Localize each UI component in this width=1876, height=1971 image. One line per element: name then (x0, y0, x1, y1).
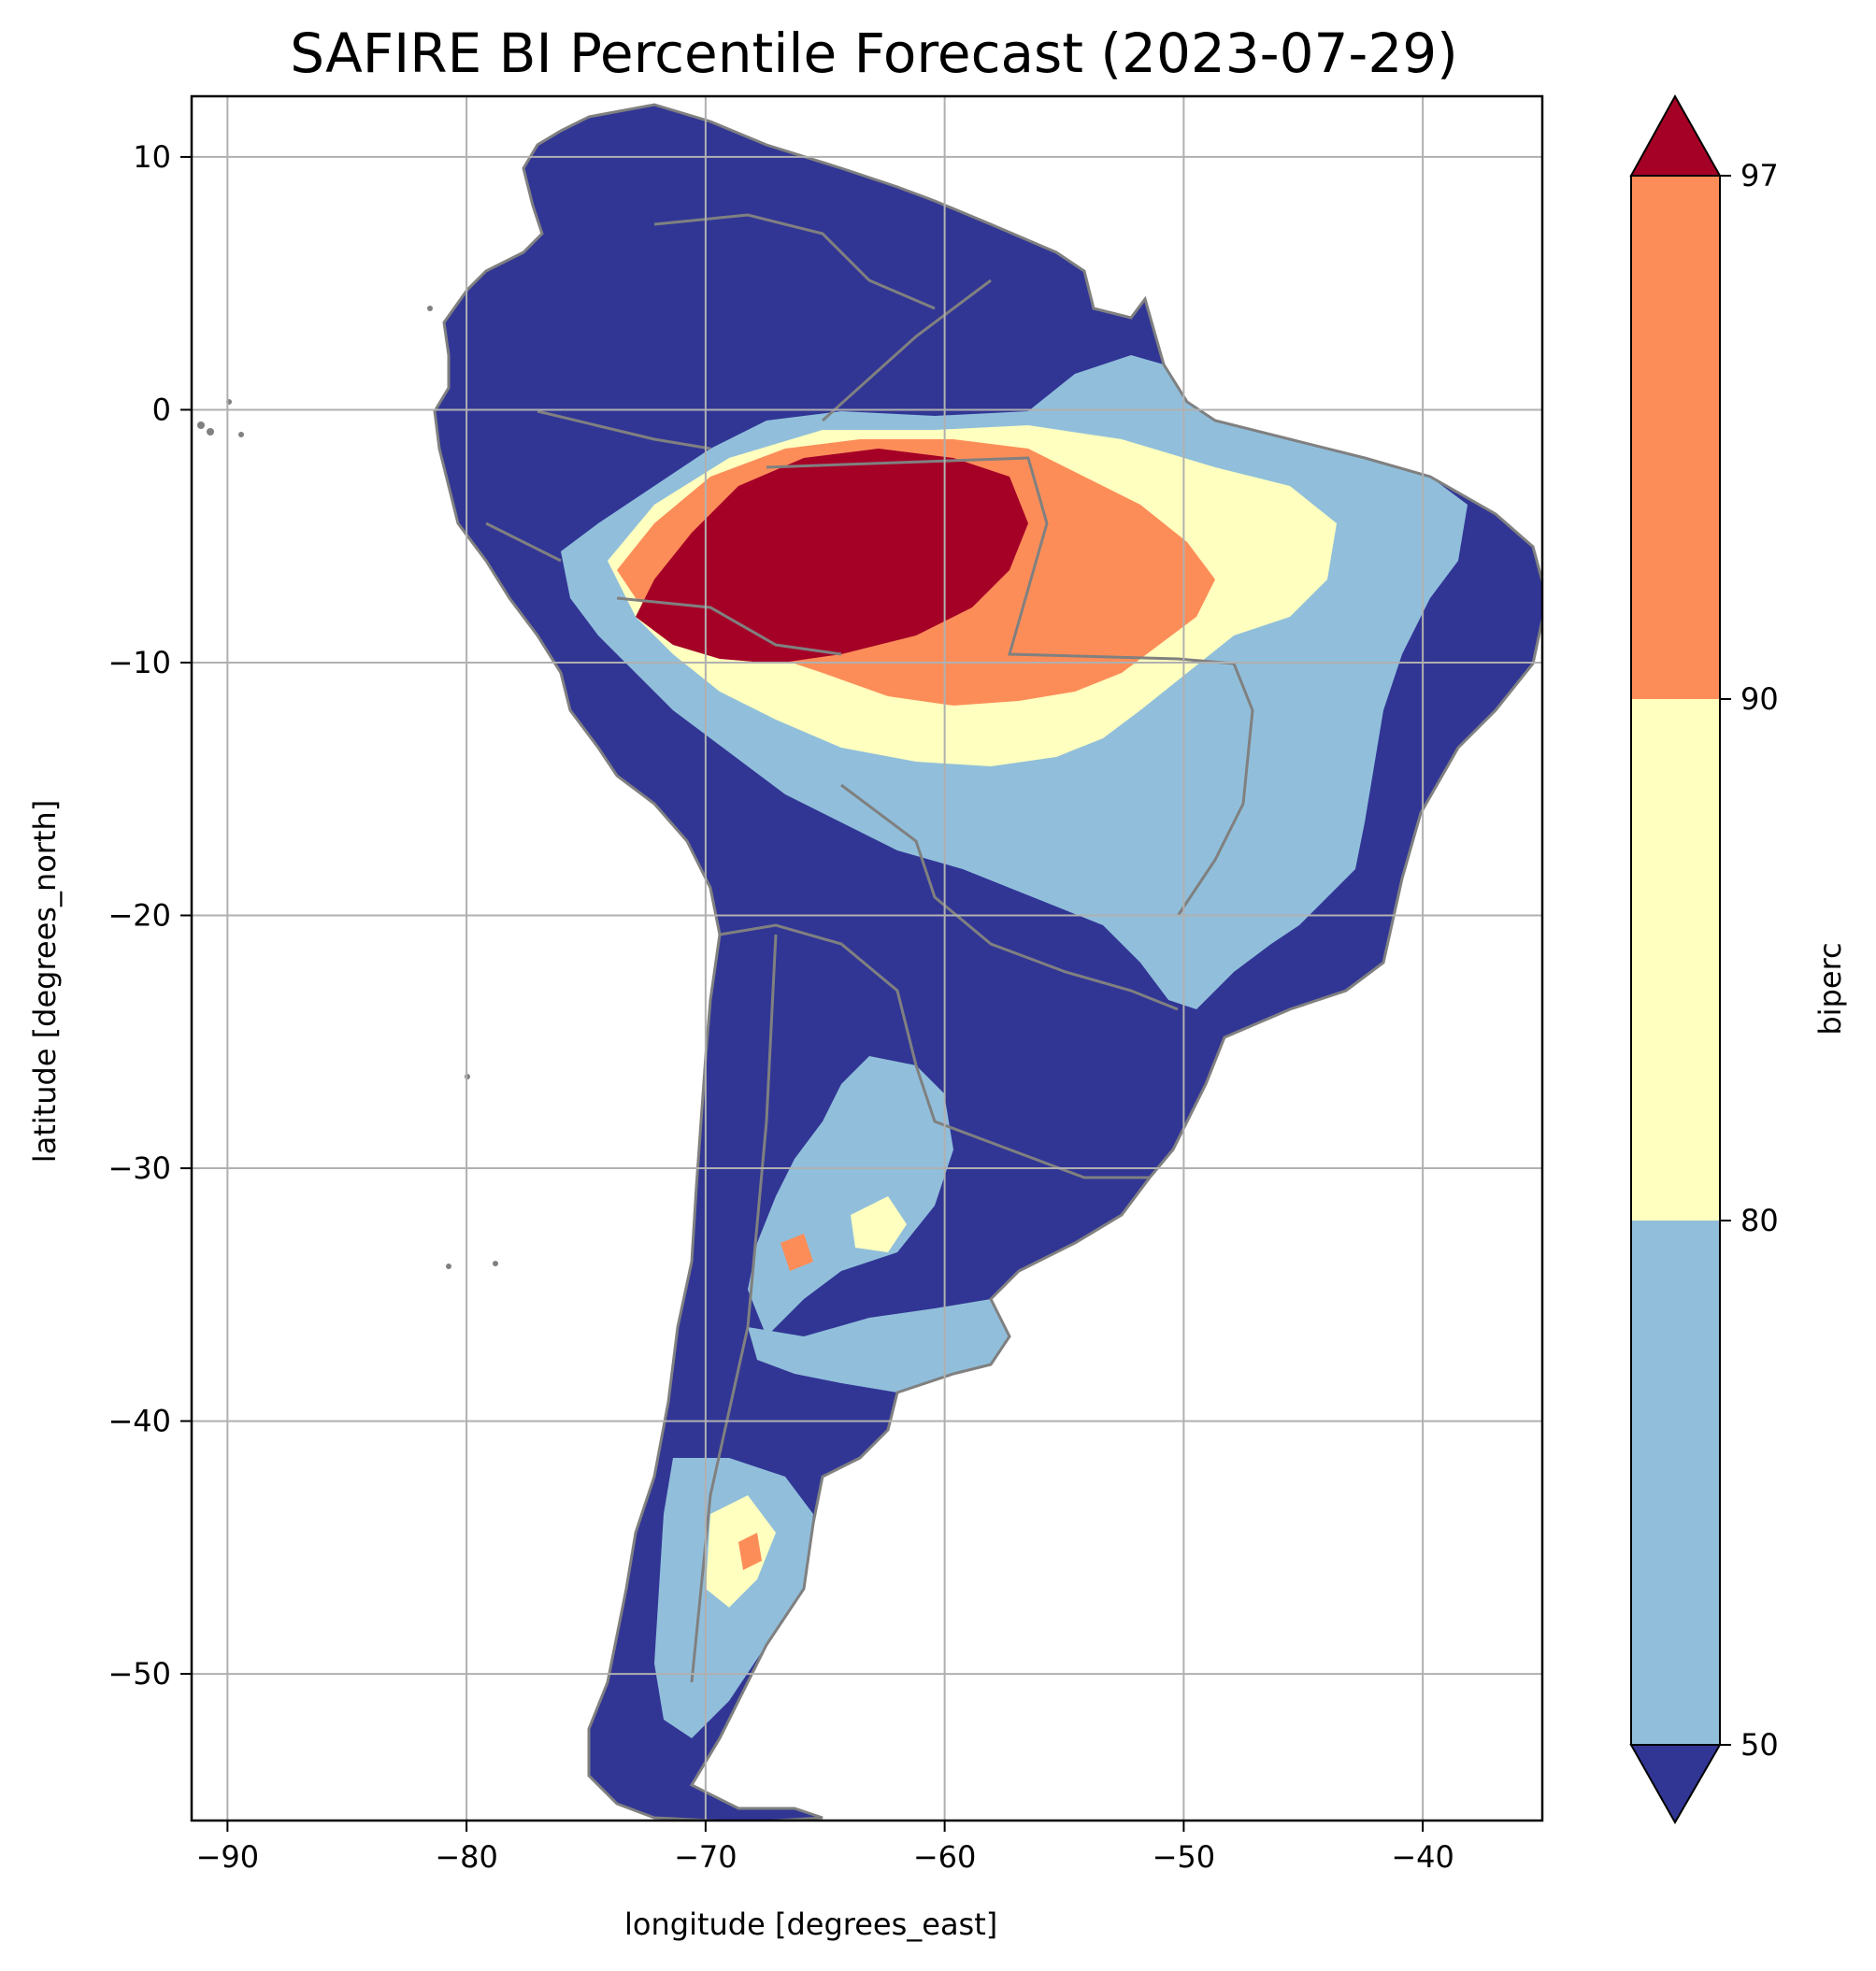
colorbar-extend-above (1629, 93, 1722, 177)
colorbar-band-50-80 (1631, 1221, 1720, 1745)
x-tick-label: −90 (196, 1839, 260, 1875)
colorbar-tick-label: 50 (1740, 1727, 1779, 1763)
y-axis: 10 0 −10 −20 −30 −40 −50 (107, 139, 192, 1692)
x-axis-label: longitude [degrees_east] (624, 1907, 998, 1942)
colorbar-band-90-97 (1631, 176, 1720, 699)
region-90-97-patagonia (738, 1533, 762, 1570)
colorbar-tick-label: 90 (1740, 681, 1779, 717)
colorbar-frame (1630, 175, 1721, 1746)
plot-frame (190, 94, 1544, 1822)
colorbar-extend-below (1629, 1744, 1722, 1825)
y-tick-label: 10 (133, 139, 171, 175)
y-tick-label: −30 (107, 1150, 171, 1186)
colorbar-label: biperc (1812, 942, 1848, 1035)
chart-title: SAFIRE BI Percentile Forecast (2023-07-2… (290, 21, 1458, 85)
colorbar-ticks: 50 80 90 97 (1720, 158, 1779, 1763)
gridlines (192, 96, 1542, 1821)
region-80-90-south (851, 1196, 907, 1252)
y-axis-label: latitude [degrees_north] (27, 799, 63, 1164)
y-tick-label: −50 (107, 1656, 171, 1692)
x-tick-label: −60 (913, 1839, 977, 1875)
y-tick-label: −40 (107, 1404, 171, 1439)
colorbar-tick-label: 80 (1740, 1203, 1779, 1238)
colorbar-band-80-90 (1631, 699, 1720, 1221)
region-90-97-south (780, 1234, 813, 1271)
x-tick-label: −70 (674, 1839, 738, 1875)
x-tick-label: −50 (1153, 1839, 1216, 1875)
y-tick-label: −10 (107, 645, 171, 680)
region-above-97 (636, 449, 1028, 664)
colorbar-tick-label: 97 (1740, 158, 1779, 193)
y-tick-label: 0 (152, 392, 171, 427)
colorbar: 50 80 90 97 (1629, 93, 1779, 1825)
y-tick-label: −20 (107, 898, 171, 934)
x-tick-label: −40 (1391, 1839, 1454, 1875)
x-axis: −90 −80 −70 −60 −50 −40 (196, 1821, 1454, 1875)
map-field (197, 103, 1542, 1821)
country-borders (433, 103, 1542, 1821)
x-tick-label: −80 (435, 1839, 498, 1875)
